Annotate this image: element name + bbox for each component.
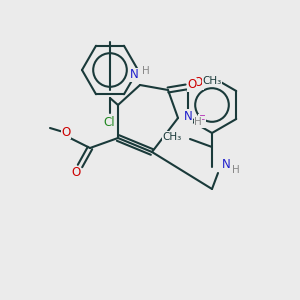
Text: CH₃: CH₃ bbox=[202, 76, 221, 86]
Text: N: N bbox=[222, 158, 230, 172]
Text: O: O bbox=[188, 79, 196, 92]
Text: O: O bbox=[71, 167, 81, 179]
Text: H: H bbox=[194, 117, 202, 127]
Text: F: F bbox=[198, 115, 205, 128]
Text: H: H bbox=[232, 165, 240, 175]
Text: CH₃: CH₃ bbox=[163, 132, 182, 142]
Text: N: N bbox=[184, 110, 192, 122]
Text: O: O bbox=[61, 125, 70, 139]
Text: N: N bbox=[130, 68, 138, 82]
Text: O: O bbox=[194, 76, 203, 89]
Text: H: H bbox=[142, 66, 150, 76]
Text: Cl: Cl bbox=[103, 116, 115, 128]
